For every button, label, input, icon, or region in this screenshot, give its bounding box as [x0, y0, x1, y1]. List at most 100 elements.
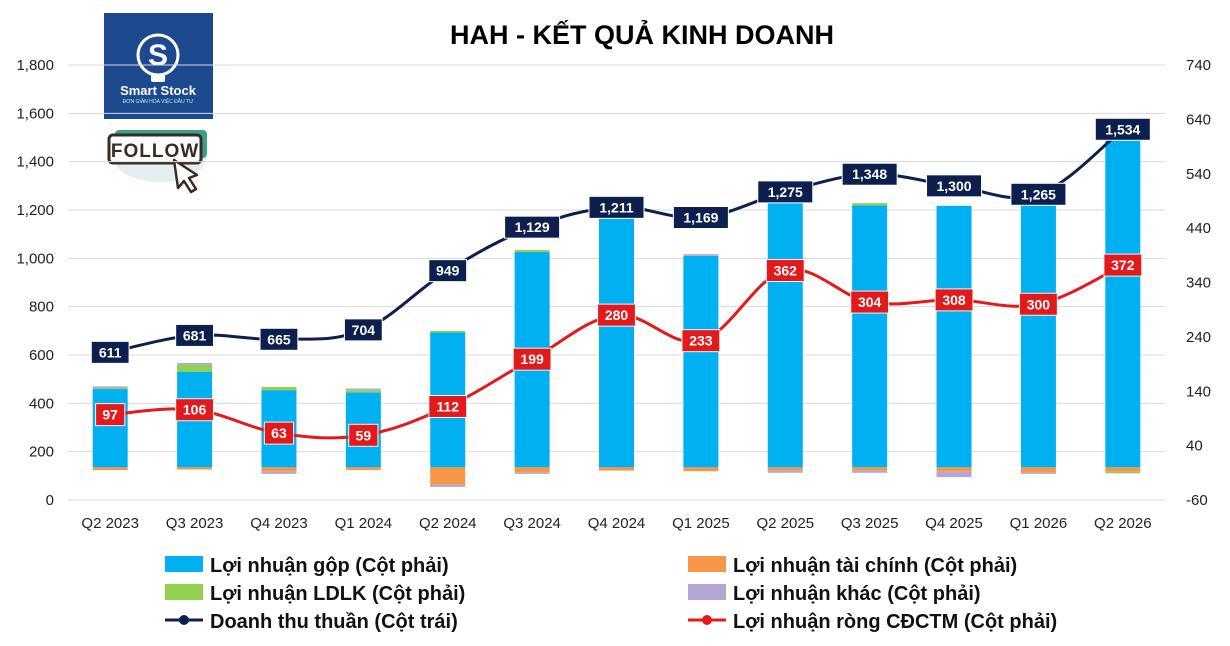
data-label: 308 [942, 292, 966, 308]
data-label-box [175, 398, 214, 422]
data-label: 304 [858, 294, 882, 310]
data-label-box [841, 162, 898, 186]
bar-segment [1020, 205, 1056, 468]
bar-segment [345, 390, 381, 393]
data-label-box [504, 215, 561, 239]
data-label-box [1103, 253, 1143, 277]
bar-segment [345, 467, 381, 471]
x-tick-label: Q3 2025 [841, 515, 899, 532]
right-tick-label: 140 [1186, 383, 1211, 400]
right-tick-label: 640 [1186, 111, 1211, 128]
x-tick-label: Q4 2024 [588, 515, 646, 532]
left-tick-label: 400 [29, 395, 54, 412]
data-label-box [259, 327, 299, 351]
bar-segment [514, 467, 550, 473]
bar-segment [767, 470, 803, 473]
bar-segment [1105, 471, 1141, 474]
data-label-box [90, 340, 130, 364]
x-tick-label: Q2 2024 [419, 515, 477, 532]
data-label: 704 [352, 322, 376, 338]
data-label: 300 [1027, 296, 1051, 312]
left-tick-label: 1,800 [16, 57, 54, 74]
x-tick-label: Q3 2023 [166, 515, 224, 532]
right-tick-label: 240 [1186, 329, 1211, 346]
cursor-icon [172, 158, 199, 194]
svg-text:S: S [148, 39, 168, 72]
left-tick-label: 200 [29, 444, 54, 461]
bar-segment [1105, 467, 1141, 472]
data-label-box [95, 403, 126, 427]
line-series: 611 681 665 704 949 1,129 1,211 1,169 1,275 1,348… [90, 117, 1151, 447]
x-tick-label: Q1 2024 [335, 515, 393, 532]
data-label-box [765, 259, 805, 283]
data-label-box [934, 288, 974, 312]
chart-title: HAH - KẾT QUẢ KINH DOANH [450, 18, 834, 50]
bar-segment [261, 471, 297, 474]
legend-label: Lợi nhuận gộp (Cột phải) [210, 555, 449, 577]
data-label-box [263, 421, 295, 445]
bar-segment [345, 388, 381, 391]
data-label-box [850, 290, 890, 314]
bar-segment [177, 364, 213, 372]
bar-segment [430, 467, 466, 485]
data-label: 949 [436, 263, 460, 279]
follow-frame [107, 133, 203, 165]
data-label: 665 [267, 331, 291, 347]
left-tick-label: 600 [29, 347, 54, 364]
right-tick-label: 740 [1186, 57, 1211, 74]
data-label: 233 [689, 333, 713, 349]
bar-segment [430, 330, 466, 333]
data-label: 1,265 [1021, 186, 1056, 202]
right-tick-label: -60 [1186, 492, 1208, 509]
x-axis: Q2 2023 Q3 2023 Q4 2023 Q1 2024 Q2 2024 Q3 20… [81, 515, 1151, 532]
left-tick-label: 1,600 [16, 105, 54, 122]
lightbulb-icon: S [136, 33, 180, 82]
legend-swatch-marker [179, 615, 189, 625]
x-tick-label: Q4 2023 [250, 515, 308, 532]
bar-segment [177, 467, 213, 470]
data-label-box [512, 347, 552, 371]
data-label: 59 [356, 427, 372, 443]
brand-name: Smart Stock [120, 83, 197, 98]
data-label: 106 [183, 402, 207, 418]
data-label-box [1094, 117, 1151, 141]
data-label: 1,275 [768, 184, 803, 200]
legend-label: Doanh thu thuần (Cột trái) [210, 611, 458, 633]
bar-segment [599, 217, 634, 468]
right-tick-label: 40 [1186, 438, 1203, 455]
bar-segment [852, 467, 888, 471]
right-tick-label: 540 [1186, 166, 1211, 183]
data-label: 681 [183, 327, 207, 343]
bar-segment [177, 362, 213, 365]
data-label-box [681, 329, 721, 353]
follow-label: FOLLOW [111, 141, 199, 162]
data-label: 1,348 [852, 166, 887, 182]
bar-segment [1020, 467, 1056, 473]
data-label-box [757, 180, 814, 204]
brand-tagline: ĐƠN GIẢN HÓA VIỆC ĐẦU TƯ [123, 97, 194, 105]
follow-button[interactable]: FOLLOW [107, 130, 207, 194]
data-label-box [348, 423, 379, 447]
x-tick-label: Q4 2025 [925, 515, 983, 532]
data-label-box [672, 205, 729, 229]
logo-background [104, 13, 213, 119]
x-tick-label: Q2 2026 [1094, 515, 1152, 532]
bar-segment [936, 467, 972, 472]
data-label: 97 [102, 407, 118, 423]
bar-segment [767, 467, 803, 471]
legend-swatch [688, 584, 726, 600]
bar-segment [936, 205, 972, 468]
left-tick-label: 0 [46, 492, 54, 509]
right-tick-label: 340 [1186, 275, 1211, 292]
brand-logo[interactable]: S Smart Stock ĐƠN GIẢN HÓA VIỆC ĐẦU TƯ [104, 13, 213, 119]
legend-label: Lợi nhuận khác (Cột phải) [733, 583, 981, 605]
legend-swatch [165, 584, 203, 600]
left-tick-label: 1,400 [16, 154, 54, 171]
bar-segment [92, 387, 128, 390]
bar-segment [683, 254, 719, 256]
data-label-box [588, 195, 645, 219]
left-tick-label: 1,200 [16, 202, 54, 219]
x-tick-label: Q3 2024 [503, 515, 561, 532]
data-label: 1,534 [1105, 121, 1140, 137]
